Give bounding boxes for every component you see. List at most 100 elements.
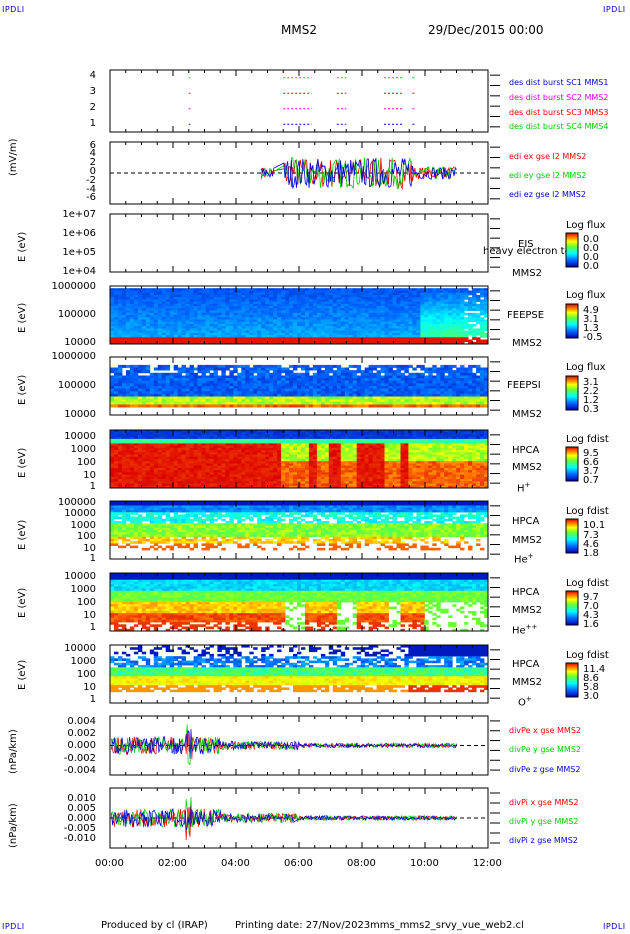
spectrogram-cell — [145, 306, 151, 309]
spectrogram-cell — [173, 396, 179, 400]
spectrogram-cell — [165, 470, 171, 473]
spectrogram-cell — [201, 430, 206, 433]
spectrogram-cell — [468, 297, 473, 300]
spectrogram-cell — [388, 375, 393, 379]
spectrogram-cell — [392, 337, 397, 340]
spectrogram-cell — [305, 404, 310, 408]
spectrogram-cell — [320, 306, 326, 309]
spectrogram-cell — [269, 301, 274, 305]
colorbar-title: Log flux — [566, 290, 606, 301]
spectrogram-cell — [360, 319, 366, 323]
spectrogram-cell — [464, 367, 469, 371]
spectrogram-cell — [265, 452, 270, 455]
spectrogram-cell — [173, 436, 179, 440]
spectrogram-cell — [209, 367, 214, 371]
spectrogram-cell — [324, 319, 330, 323]
spectrogram-cell — [201, 396, 206, 400]
spectrogram-cell — [153, 330, 159, 334]
spectrogram-cell — [480, 310, 485, 314]
spectrogram-cell — [480, 292, 485, 296]
spectrogram-cell — [169, 393, 175, 397]
spectrogram-cell — [249, 326, 254, 329]
spectrogram-cell — [221, 479, 226, 482]
spectrogram-cell — [165, 391, 171, 395]
spectrogram-cell — [229, 436, 234, 440]
spectrogram-cell — [412, 294, 417, 298]
spectrogram-cell — [169, 443, 175, 446]
spectrogram-cell — [153, 323, 159, 327]
spectrogram-cell — [448, 312, 453, 316]
spectrogram-cell — [161, 393, 167, 397]
spectrogram-cell — [241, 323, 246, 327]
legend-entry: divPe z gse MMS2 — [509, 765, 581, 774]
spectrogram-cell — [392, 399, 397, 403]
spectrogram-cell — [452, 396, 457, 400]
spectrogram-cell — [484, 297, 489, 300]
spectrogram-cell — [277, 290, 282, 294]
spectrogram-cell — [257, 323, 262, 327]
spectrogram-cell — [380, 339, 385, 343]
spectrogram-cell — [416, 378, 421, 382]
spectrogram-cell — [269, 299, 274, 302]
spectrogram-cell — [181, 472, 186, 475]
spectrogram-cell — [237, 474, 242, 478]
spectrogram-cell — [129, 474, 135, 478]
spectrogram-cell — [332, 401, 338, 405]
spectrogram-cell — [372, 319, 377, 323]
spectrogram-cell — [432, 380, 437, 384]
spectrogram-cell — [129, 337, 135, 340]
spectrogram-cell — [233, 388, 238, 392]
spectrogram-cell — [197, 378, 202, 382]
spectrogram-cell — [253, 388, 258, 392]
spectrogram-cell — [229, 461, 234, 464]
spectrogram-cell — [181, 470, 186, 473]
spectrogram-cell — [137, 341, 143, 345]
spectrogram-cell — [332, 306, 338, 309]
spectrogram-cell — [336, 299, 342, 302]
spectrogram-cell — [265, 393, 270, 397]
spectrogram-cell — [173, 476, 179, 480]
spectrogram-cell — [456, 339, 461, 343]
spectrogram-cell — [277, 317, 282, 320]
spectrogram-cell — [312, 328, 318, 331]
spectrogram-cell — [129, 461, 135, 464]
spectrogram-cell — [392, 306, 397, 309]
spectrogram-cell — [452, 301, 457, 305]
spectrogram-cell — [416, 308, 421, 311]
spectrogram-cell — [480, 388, 485, 392]
spectrogram-cell — [368, 375, 373, 379]
spectrogram-cell — [400, 383, 405, 387]
spectrogram-cell — [368, 292, 373, 296]
spectrogram-cell — [169, 339, 175, 343]
spectrogram-cell — [384, 404, 389, 408]
spectrogram-cell — [316, 321, 322, 325]
spectrogram-cell — [165, 447, 171, 451]
spectrogram-cell — [336, 404, 342, 408]
spectrogram-cell — [364, 290, 370, 294]
spectrogram-cell — [121, 393, 127, 397]
spectrogram-cell — [444, 321, 449, 325]
spectrogram-cell — [201, 290, 206, 294]
spectrogram-cell — [281, 375, 286, 379]
spectrogram-cell — [233, 454, 238, 458]
spectrogram-cell — [225, 297, 230, 300]
spectrogram-cell — [137, 470, 143, 473]
spectrogram-cell — [468, 306, 473, 309]
spectrogram-cell — [472, 303, 477, 307]
spectrogram-cell — [197, 315, 202, 318]
spectrogram-cell — [181, 404, 186, 408]
spectrogram-cell — [229, 391, 234, 395]
spectrogram-cell — [133, 438, 139, 442]
spectrogram-cell — [137, 481, 143, 484]
spectrogram-cell — [249, 461, 254, 464]
spectrogram-cell — [125, 323, 131, 327]
spectrogram-cell — [161, 303, 167, 307]
spectrogram-cell — [400, 393, 405, 397]
spectrogram-cell — [265, 308, 270, 311]
spectrogram-cell — [161, 459, 167, 462]
spectrogram-cell — [444, 290, 449, 294]
spectrogram-cell — [193, 308, 198, 311]
spectrogram-cell — [428, 306, 433, 309]
spectrogram-cell — [324, 364, 330, 368]
spectrogram-cell — [149, 465, 155, 469]
